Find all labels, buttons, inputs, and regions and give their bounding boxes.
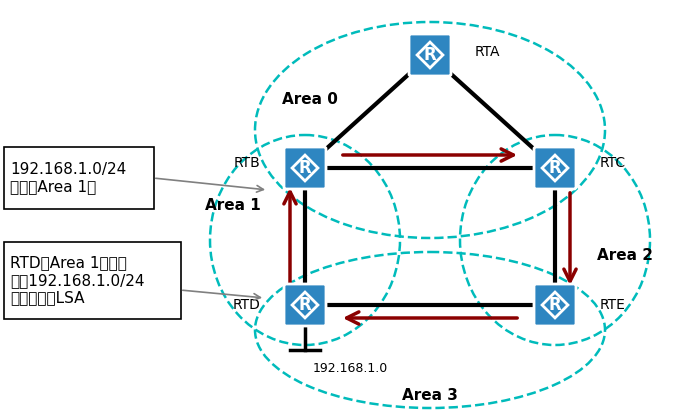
FancyBboxPatch shape: [534, 284, 576, 326]
Text: Area 0: Area 0: [282, 93, 338, 108]
Text: RTE: RTE: [600, 298, 626, 312]
Text: Area 1: Area 1: [205, 197, 261, 212]
FancyBboxPatch shape: [534, 147, 576, 189]
Text: RTD: RTD: [232, 298, 260, 312]
Text: RTD向Area 1中发送
关于192.168.1.0/24
网段的三类LSA: RTD向Area 1中发送 关于192.168.1.0/24 网段的三类LSA: [10, 256, 144, 305]
Text: R: R: [549, 296, 561, 314]
Text: R: R: [299, 296, 311, 314]
FancyBboxPatch shape: [284, 284, 326, 326]
Text: 192.168.1.0: 192.168.1.0: [313, 362, 388, 375]
FancyBboxPatch shape: [4, 147, 154, 209]
Text: 192.168.1.0/24
发布在Area 1中: 192.168.1.0/24 发布在Area 1中: [10, 162, 126, 194]
FancyBboxPatch shape: [284, 147, 326, 189]
Text: RTA: RTA: [475, 45, 501, 59]
Text: R: R: [299, 159, 311, 177]
Text: Area 2: Area 2: [597, 248, 653, 262]
Text: RTC: RTC: [600, 156, 626, 170]
Text: R: R: [549, 159, 561, 177]
Text: RTB: RTB: [233, 156, 260, 170]
FancyBboxPatch shape: [4, 242, 181, 319]
Text: R: R: [424, 46, 436, 64]
FancyBboxPatch shape: [409, 34, 451, 76]
Text: Area 3: Area 3: [402, 388, 458, 403]
